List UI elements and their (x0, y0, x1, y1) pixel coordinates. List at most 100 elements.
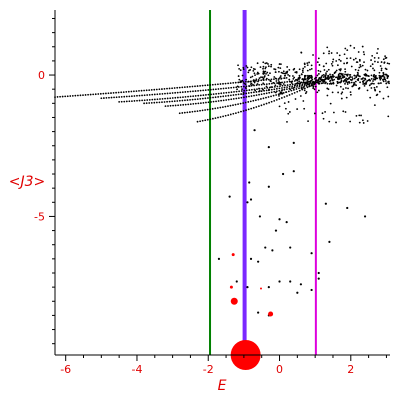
data-point (268, 82, 271, 85)
data-point (337, 77, 339, 80)
data-point (115, 91, 117, 94)
data-point (148, 102, 151, 104)
data-point (357, 69, 360, 72)
data-point (326, 87, 329, 90)
data-point (227, 98, 230, 101)
data-point (273, 76, 276, 78)
data-point (310, 84, 313, 87)
data-point (247, 101, 250, 103)
data-point (238, 67, 241, 70)
data-point (172, 104, 174, 107)
data-point (84, 94, 87, 96)
data-point (281, 89, 284, 91)
data-point (254, 99, 257, 102)
data-point (250, 88, 253, 91)
data-point (184, 103, 187, 106)
data-point (238, 90, 241, 93)
data-point (291, 92, 293, 95)
data-point (363, 74, 366, 76)
data-point (214, 83, 217, 86)
data-point (354, 57, 357, 60)
data-point (313, 77, 316, 80)
data-point (244, 83, 247, 86)
data-point (342, 110, 345, 113)
data-point (363, 61, 365, 64)
data-point (341, 74, 344, 77)
data-point (347, 73, 349, 76)
data-point (317, 277, 320, 280)
data-point (215, 92, 218, 95)
data-point (259, 66, 262, 68)
data-point (189, 98, 191, 101)
data-point (348, 77, 351, 79)
x-tick-label: 2 (347, 363, 354, 376)
data-point (210, 101, 212, 103)
data-point (279, 81, 282, 84)
data-point (247, 108, 250, 111)
data-point (209, 84, 212, 86)
data-point (325, 73, 327, 76)
data-point (122, 91, 125, 93)
data-point (184, 95, 187, 98)
data-point (330, 62, 333, 65)
data-point (378, 76, 381, 79)
data-point (288, 80, 291, 83)
data-point (260, 104, 263, 107)
x-tick-label: 0 (276, 363, 283, 376)
data-point (255, 94, 258, 97)
data-point (388, 82, 390, 85)
data-point (286, 86, 288, 89)
data-point (230, 94, 232, 97)
data-point (237, 75, 240, 77)
data-point (189, 90, 192, 93)
data-point (306, 86, 309, 89)
data-point (361, 119, 364, 122)
data-point (191, 110, 194, 113)
highlighted-points (229, 253, 274, 370)
data-point (163, 101, 166, 103)
data-point (237, 81, 240, 84)
data-point (275, 99, 278, 101)
data-point (305, 91, 308, 93)
data-point (283, 81, 286, 84)
data-point (245, 85, 248, 88)
data-point (366, 89, 369, 92)
data-point (384, 57, 387, 60)
data-point (344, 70, 347, 73)
data-point (214, 117, 217, 120)
data-point (230, 86, 233, 89)
data-point (303, 81, 306, 84)
data-point (222, 82, 224, 85)
data-point (296, 86, 298, 88)
data-point (303, 107, 306, 110)
data-point (110, 96, 113, 99)
data-point (257, 260, 260, 263)
data-point (263, 87, 266, 90)
data-point (286, 66, 289, 68)
data-point (283, 72, 286, 75)
data-point (189, 95, 192, 98)
data-point (260, 83, 263, 86)
data-point (176, 86, 179, 89)
data-point (227, 105, 229, 108)
data-point (306, 82, 309, 84)
data-point (102, 92, 105, 95)
data-point (359, 75, 361, 78)
data-point (378, 71, 381, 74)
data-point (258, 87, 260, 90)
data-point (380, 61, 383, 63)
data-point (245, 65, 248, 67)
data-point (209, 108, 212, 111)
data-point (210, 93, 212, 96)
x-axis-title: E (218, 378, 227, 394)
data-point (293, 67, 296, 70)
data-point (303, 63, 306, 66)
data-point (380, 77, 383, 79)
data-point (257, 80, 259, 83)
data-point (359, 65, 362, 68)
data-point (283, 88, 286, 91)
data-point (317, 271, 320, 275)
data-point (311, 78, 314, 81)
data-point (270, 91, 273, 94)
data-point (315, 76, 318, 79)
